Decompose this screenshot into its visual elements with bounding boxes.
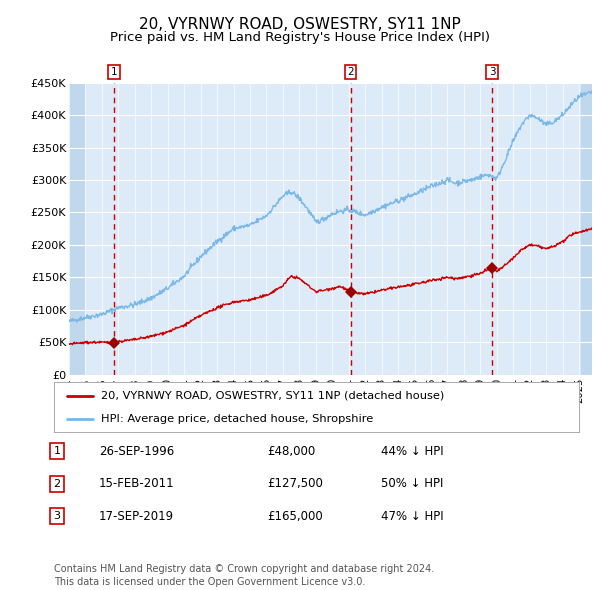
Text: Contains HM Land Registry data © Crown copyright and database right 2024.
This d: Contains HM Land Registry data © Crown c…	[54, 564, 434, 587]
Text: 2: 2	[347, 67, 354, 77]
Bar	[69, 83, 84, 375]
Text: 50% ↓ HPI: 50% ↓ HPI	[381, 477, 443, 490]
Text: 47% ↓ HPI: 47% ↓ HPI	[381, 510, 443, 523]
Text: 26-SEP-1996: 26-SEP-1996	[99, 445, 174, 458]
Text: £48,000: £48,000	[267, 445, 315, 458]
Bar	[581, 83, 592, 375]
Text: 20, VYRNWY ROAD, OSWESTRY, SY11 1NP (detached house): 20, VYRNWY ROAD, OSWESTRY, SY11 1NP (det…	[101, 391, 445, 401]
Text: £127,500: £127,500	[267, 477, 323, 490]
Text: 20, VYRNWY ROAD, OSWESTRY, SY11 1NP: 20, VYRNWY ROAD, OSWESTRY, SY11 1NP	[139, 17, 461, 31]
Text: 3: 3	[488, 67, 496, 77]
Text: HPI: Average price, detached house, Shropshire: HPI: Average price, detached house, Shro…	[101, 414, 373, 424]
Text: 1: 1	[111, 67, 118, 77]
Text: 2: 2	[53, 479, 61, 489]
Text: £165,000: £165,000	[267, 510, 323, 523]
Text: 15-FEB-2011: 15-FEB-2011	[99, 477, 175, 490]
Text: 1: 1	[53, 447, 61, 456]
Text: 17-SEP-2019: 17-SEP-2019	[99, 510, 174, 523]
Text: 44% ↓ HPI: 44% ↓ HPI	[381, 445, 443, 458]
Text: 3: 3	[53, 512, 61, 521]
Text: Price paid vs. HM Land Registry's House Price Index (HPI): Price paid vs. HM Land Registry's House …	[110, 31, 490, 44]
